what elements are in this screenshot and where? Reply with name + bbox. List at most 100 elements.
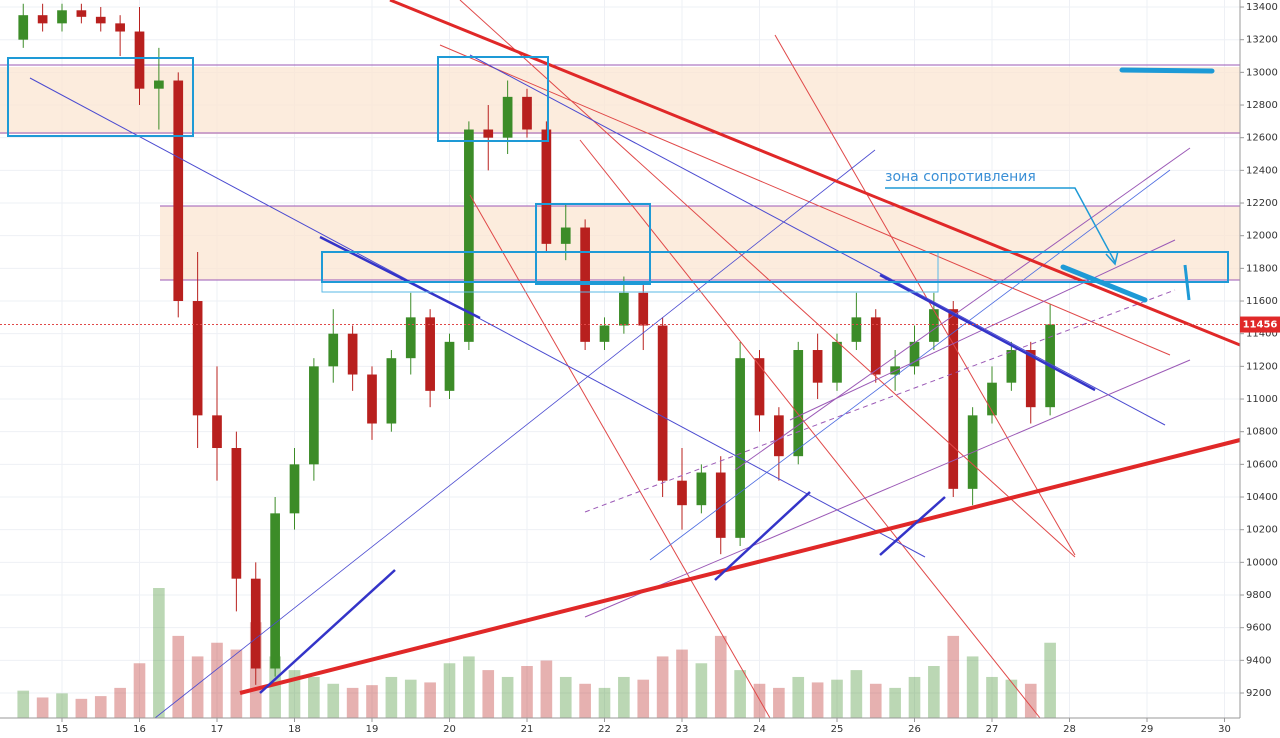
- x-tick-label: 26: [908, 724, 921, 735]
- y-tick-label: 11000: [1246, 394, 1278, 405]
- y-tick-label: 10600: [1246, 459, 1278, 470]
- candle-body: [289, 464, 300, 514]
- y-tick-label: 10000: [1246, 557, 1278, 568]
- resistance-zone: [160, 206, 1240, 280]
- candle-body: [851, 317, 862, 342]
- volume-bar: [521, 666, 533, 718]
- candle-body: [192, 301, 203, 416]
- candle-body: [154, 80, 164, 89]
- x-tick-label: 27: [986, 724, 999, 735]
- candle-body: [250, 578, 261, 669]
- y-tick-label: 10200: [1246, 525, 1278, 536]
- x-tick-label: 24: [753, 724, 766, 735]
- candle-body: [909, 341, 920, 367]
- volume-bar: [385, 676, 398, 718]
- x-tick-label: 18: [288, 724, 301, 735]
- x-tick-label: 17: [211, 724, 224, 735]
- y-tick-label: 12800: [1246, 100, 1278, 111]
- zones: [0, 64, 1240, 281]
- annotation: зона сопротивления: [885, 169, 1036, 185]
- volume-bar: [327, 683, 340, 718]
- pen-mark: [1063, 267, 1145, 300]
- candle-body: [1025, 350, 1036, 408]
- candle-body: [464, 129, 474, 342]
- candle-body: [386, 358, 397, 424]
- y-tick-label: 12600: [1246, 133, 1278, 144]
- volume-bar: [501, 676, 514, 718]
- channel-line: [735, 148, 1190, 470]
- volume-bar: [1024, 683, 1037, 718]
- y-tick-label: 10800: [1246, 427, 1278, 438]
- volume-bar: [928, 666, 940, 718]
- candle-body: [134, 31, 145, 89]
- y-tick-label: 13200: [1246, 35, 1278, 46]
- volume-bar: [75, 698, 88, 718]
- candle-body: [444, 341, 455, 391]
- volume-bar: [288, 670, 301, 718]
- channel-line: [585, 360, 1190, 617]
- x-tick-label: 25: [831, 724, 844, 735]
- channel-line: [585, 290, 1175, 512]
- x-tick-label: 22: [598, 724, 611, 735]
- trend-line: [580, 140, 1040, 718]
- volume-bar: [618, 676, 630, 718]
- candle-body: [870, 317, 881, 375]
- volume-bar: [598, 687, 611, 718]
- volume-bar: [695, 663, 708, 718]
- volume-bar: [869, 683, 882, 718]
- candle-body: [638, 292, 649, 326]
- candle-body: [522, 96, 532, 130]
- candle-body: [18, 15, 29, 40]
- candle-body: [76, 10, 87, 17]
- pen-mark: [1122, 70, 1212, 71]
- y-tick-label: 11400: [1246, 329, 1278, 340]
- candle-body: [832, 341, 842, 383]
- x-tick-label: 20: [443, 724, 456, 735]
- volume-bar: [94, 696, 107, 718]
- volume-bar: [986, 676, 998, 718]
- volume-bar: [56, 693, 68, 718]
- main-support: [240, 440, 1240, 693]
- volume-bar: [773, 687, 785, 718]
- y-tick-label: 9400: [1246, 655, 1271, 666]
- candle-body: [173, 80, 184, 302]
- volume-bar: [734, 670, 746, 718]
- drawings: [7, 0, 1240, 718]
- y-axis-bg: [1240, 0, 1280, 738]
- candle-body: [367, 374, 377, 424]
- volume-bar: [908, 676, 921, 718]
- candle-body: [1006, 350, 1017, 383]
- candle-body: [619, 292, 629, 326]
- highlight-box: [437, 56, 549, 142]
- candle-body: [502, 96, 513, 138]
- y-tick-label: 10400: [1246, 492, 1278, 503]
- volume-bar: [850, 670, 863, 718]
- annotation-arrow: [885, 187, 1116, 263]
- resistance-zone: [0, 67, 1240, 134]
- x-tick-label: 30: [1218, 724, 1231, 735]
- candle-body: [715, 472, 726, 538]
- candle-body: [328, 333, 339, 367]
- candle-body: [483, 129, 494, 138]
- highlight-box: [321, 251, 1229, 283]
- volume-bar: [559, 676, 572, 718]
- x-tick-label: 19: [366, 724, 379, 735]
- volume-bar: [811, 682, 824, 718]
- marker-line: [320, 237, 480, 318]
- candle-body: [948, 309, 959, 489]
- volume-bar: [482, 670, 495, 718]
- volume-bar: [540, 660, 553, 718]
- candle-body: [677, 480, 687, 506]
- trend-line: [460, 0, 1075, 557]
- candle-body: [987, 382, 997, 416]
- y-tick-label: 11200: [1246, 361, 1278, 372]
- candle-body: [57, 10, 67, 24]
- candle-body: [309, 366, 319, 465]
- candle-body: [231, 448, 242, 579]
- y-tick-label: 12200: [1246, 198, 1278, 209]
- volume-bar: [404, 679, 417, 718]
- y-tick-label: 9600: [1246, 623, 1271, 634]
- candle-body: [115, 23, 125, 32]
